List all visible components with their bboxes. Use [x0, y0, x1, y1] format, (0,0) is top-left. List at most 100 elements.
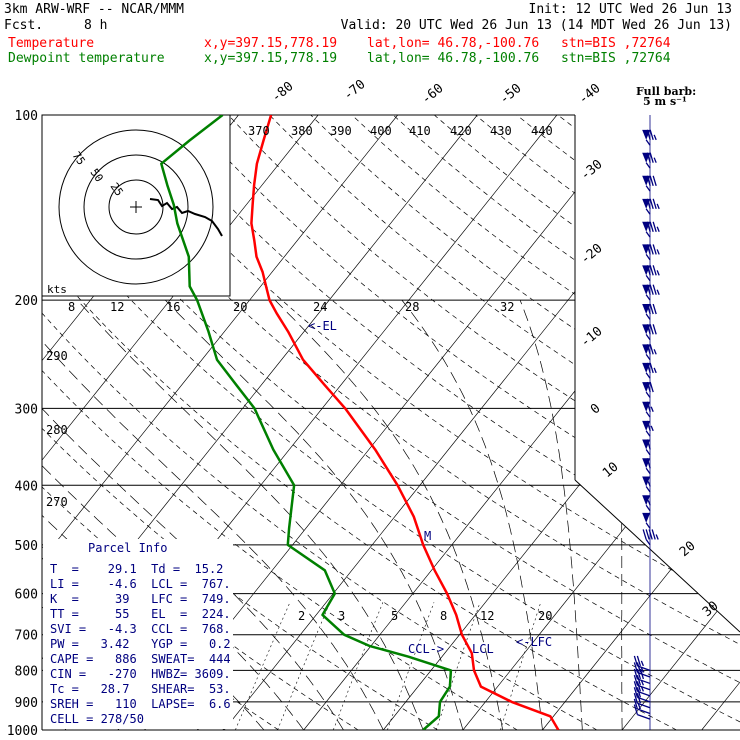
hodograph-ring — [108, 179, 164, 235]
isotherm-label: -60 — [419, 81, 447, 108]
theta-label: 430 — [490, 124, 512, 138]
isotherm-line — [462, 115, 740, 730]
valid-time: Valid: 20 UTC Wed 26 Jun 13 (14 MDT Wed … — [340, 18, 732, 33]
mixing-ratio-line — [500, 602, 542, 730]
theta-label: 400 — [370, 124, 392, 138]
parcel-info-row: LI = -4.6 LCL = 767. — [50, 577, 231, 591]
moist-adiabat — [42, 299, 344, 730]
moist-adiabat — [612, 300, 623, 730]
theta-label: 440 — [531, 124, 553, 138]
dry-adiabat — [145, 115, 740, 730]
mixing-ratio-label: 12 — [480, 609, 494, 623]
isotherm-line — [223, 115, 717, 730]
dewpoint-legend: Dewpoint temperature — [8, 51, 165, 66]
model-title: 3km ARW-WRF -- NCAR/MMM — [4, 2, 185, 17]
parcel-info-row: T = 29.1 Td = 15.2 — [50, 562, 223, 576]
wind-barb — [633, 655, 651, 672]
mixing-ratio-label: 8 — [440, 609, 447, 623]
parcel-info-box — [43, 539, 233, 729]
wind-barb — [642, 381, 654, 398]
moist-adiabat — [274, 299, 504, 730]
dry-adiabat — [42, 115, 598, 730]
forecast-hour: 8 h — [84, 18, 108, 33]
right-frame-slant — [574, 479, 740, 633]
isotherm-label: -80 — [269, 79, 297, 106]
wind-barb — [642, 244, 660, 261]
wind-barb — [642, 420, 654, 437]
upper-mixing-ratio-label: 20 — [233, 300, 247, 314]
dry-adiabat — [42, 115, 438, 730]
theta-label: 390 — [330, 124, 352, 138]
wind-barb — [633, 704, 651, 720]
init-time: Init: 12 UTC Wed 26 Jun 13 — [528, 2, 733, 17]
dry-adiabat — [42, 115, 740, 730]
hodograph-unit-label: kts — [47, 283, 67, 296]
isotherm-label: -20 — [578, 241, 606, 268]
parcel-info-row: K = 39 LFC = 749. — [50, 592, 231, 606]
mixing-ratio-label: 20 — [538, 609, 552, 623]
pressure-tick-label: 300 — [15, 402, 38, 417]
pressure-tick-label: 700 — [15, 629, 38, 644]
isotherm-line — [701, 115, 740, 730]
theta-label: 420 — [450, 124, 472, 138]
isotherm-line — [42, 115, 319, 730]
parcel-info-row: CAPE = 886 SWEAT= 444 — [50, 652, 231, 666]
theta-label: 380 — [291, 124, 313, 138]
parcel-info-row: Tc = 28.7 SHEAR= 53. — [50, 682, 231, 696]
upper-mixing-ratio-label: 12 — [110, 300, 124, 314]
wind-barb — [633, 693, 651, 709]
wind-barb — [642, 344, 657, 361]
forecast-label: Fcst. — [4, 18, 44, 33]
isotherm-label: -30 — [578, 157, 606, 184]
pressure-tick-label: 200 — [15, 294, 38, 309]
dewpoint-station: stn=BIS ,72764 — [561, 51, 671, 66]
parcel-info-row: CIN = -270 HWBZ= 3609. — [50, 667, 231, 681]
temperature-xy: x,y=397.15,778.19 — [204, 36, 338, 51]
theta-label: 370 — [248, 124, 270, 138]
parcel-info-row: TT = 55 EL = 224. — [50, 607, 231, 621]
dry-adiabat — [63, 115, 740, 730]
barb-legend-unit: 5 m s⁻¹ — [643, 95, 687, 108]
wind-barb — [642, 362, 657, 379]
upper-mixing-ratio-label: 16 — [166, 300, 180, 314]
theta-e-label: 280 — [46, 423, 68, 437]
wind-barb — [642, 175, 657, 192]
pressure-tick-label: 900 — [15, 696, 38, 711]
ccl-marker: CCL-> — [408, 642, 444, 656]
wind-barb — [642, 284, 660, 301]
isotherm-label: 30 — [700, 599, 722, 621]
isotherm-line — [42, 115, 398, 730]
dry-adiabat — [269, 115, 740, 730]
dry-adiabat — [392, 115, 740, 730]
wind-barb — [642, 439, 651, 456]
hodograph-ring-label: 50 — [88, 166, 106, 184]
temperature-station: stn=BIS ,72764 — [561, 36, 671, 51]
pressure-tick-label: 500 — [15, 539, 38, 554]
theta-e-label: 290 — [46, 349, 68, 363]
wind-barb — [642, 303, 657, 320]
isotherm-line — [621, 115, 740, 730]
wind-barb — [642, 401, 654, 418]
upper-mixing-ratio-label: 32 — [500, 300, 514, 314]
wind-barb — [642, 152, 657, 169]
pressure-tick-label: 800 — [15, 664, 38, 679]
pressure-tick-label: 1000 — [7, 724, 38, 739]
wind-barb — [642, 458, 651, 475]
isotherm-label: -10 — [578, 324, 606, 351]
upper-mixing-ratio-label: 8 — [68, 300, 75, 314]
parcel-info-row: CELL = 278/50 — [50, 712, 144, 726]
wind-barb — [642, 265, 660, 282]
dewpoint-latlon: lat,lon= 46.78,-100.76 — [367, 51, 540, 66]
mixing-ratio-label: 3 — [338, 609, 345, 623]
theta-e-label: 270 — [46, 495, 68, 509]
dewpoint-xy: x,y=397.15,778.19 — [204, 51, 338, 66]
upper-mixing-ratio-label: 24 — [313, 300, 327, 314]
lfc-marker: <-LFC — [516, 635, 552, 649]
dewpoint-profile — [160, 115, 453, 730]
pressure-tick-label: 100 — [15, 109, 38, 124]
moist-adiabat — [519, 299, 583, 730]
parcel-info-row: SVI = -4.3 CCL = 768. — [50, 622, 231, 636]
parcel-info-row: SREH = 110 LAPSE= 6.6 — [50, 697, 231, 711]
isotherm-label: -50 — [497, 81, 525, 108]
wind-barb — [633, 675, 651, 691]
